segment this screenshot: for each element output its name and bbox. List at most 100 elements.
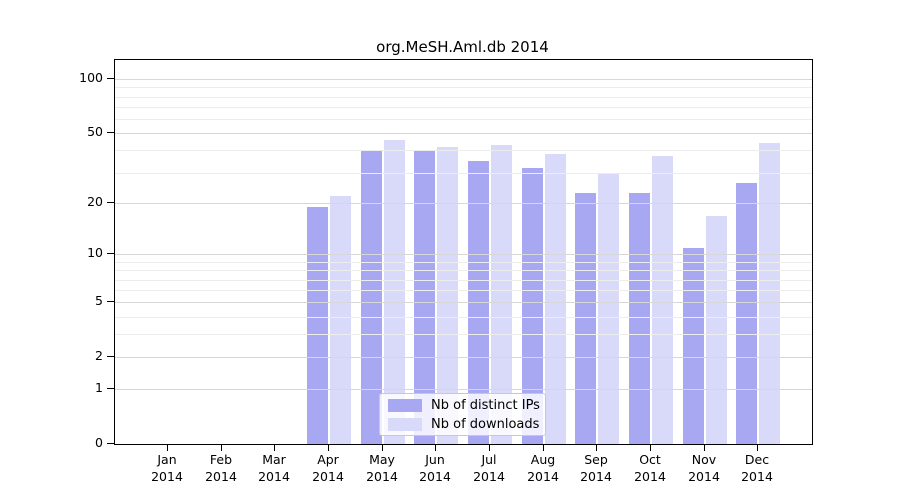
legend-swatch-distinct-ips bbox=[388, 398, 422, 412]
x-axis-label-year: 2014 bbox=[312, 469, 344, 484]
y-axis-label-0: 0 bbox=[95, 435, 103, 450]
x-axis-label-month: Jan bbox=[157, 452, 177, 467]
legend: Nb of distinct IPs Nb of downloads bbox=[379, 393, 546, 436]
x-axis-label-jun: Jun 2014 bbox=[407, 451, 463, 485]
bar-ips-may bbox=[360, 150, 382, 444]
x-axis-tick-nov bbox=[704, 444, 705, 451]
x-axis-tick-sep bbox=[596, 444, 597, 451]
y-axis-tick-10 bbox=[107, 253, 114, 254]
x-axis-label-feb: Feb 2014 bbox=[193, 451, 249, 485]
x-axis-tick-dec bbox=[757, 444, 758, 451]
y-axis-label-50: 50 bbox=[87, 124, 103, 139]
y-axis-tick-50 bbox=[107, 132, 114, 133]
bar-ips-sep bbox=[575, 192, 597, 444]
gridline-minor-7 bbox=[115, 280, 812, 281]
x-axis-label-year: 2014 bbox=[419, 469, 451, 484]
x-axis-tick-feb bbox=[221, 444, 222, 451]
x-axis-label-month: Sep bbox=[584, 452, 608, 467]
x-axis-tick-jun bbox=[435, 444, 436, 451]
x-axis-label-aug: Aug 2014 bbox=[515, 451, 571, 485]
gridline-minor-40 bbox=[115, 150, 812, 151]
gridline-major-1 bbox=[115, 389, 812, 390]
bar-downloads-aug bbox=[544, 154, 566, 444]
x-axis-label-sep: Sep 2014 bbox=[568, 451, 624, 485]
x-axis-label-year: 2014 bbox=[258, 469, 290, 484]
bar-downloads-oct bbox=[651, 156, 673, 444]
bar-downloads-nov bbox=[705, 215, 727, 444]
gridline-minor-6 bbox=[115, 290, 812, 291]
x-axis-label-year: 2014 bbox=[580, 469, 612, 484]
x-axis-label-mar: Mar 2014 bbox=[246, 451, 302, 485]
legend-swatch-downloads bbox=[388, 417, 422, 431]
x-axis-tick-aug bbox=[543, 444, 544, 451]
bar-ips-aug bbox=[521, 167, 543, 444]
x-axis-label-may: May 2014 bbox=[354, 451, 410, 485]
x-axis-label-month: Feb bbox=[209, 452, 233, 467]
gridline-major-100 bbox=[115, 79, 812, 80]
x-axis-label-month: May bbox=[369, 452, 395, 467]
y-axis-label-2: 2 bbox=[95, 348, 103, 363]
x-axis-label-month: Apr bbox=[317, 452, 339, 467]
y-axis-tick-2 bbox=[107, 356, 114, 357]
x-axis-label-month: Dec bbox=[744, 452, 770, 467]
x-axis-label-dec: Dec 2014 bbox=[729, 451, 785, 485]
x-axis-label-nov: Nov 2014 bbox=[676, 451, 732, 485]
y-axis-tick-100 bbox=[107, 78, 114, 79]
bar-downloads-dec bbox=[759, 143, 781, 444]
legend-item-downloads: Nb of downloads bbox=[388, 416, 540, 432]
gridline-minor-60 bbox=[115, 119, 812, 120]
gridline-minor-70 bbox=[115, 107, 812, 108]
x-axis-tick-mar bbox=[274, 444, 275, 451]
gridline-major-20 bbox=[115, 203, 812, 204]
y-axis-tick-5 bbox=[107, 301, 114, 302]
y-axis-tick-20 bbox=[107, 202, 114, 203]
gridline-minor-90 bbox=[115, 87, 812, 88]
x-axis-label-jul: Jul 2014 bbox=[461, 451, 517, 485]
x-axis-label-month: Aug bbox=[530, 452, 556, 467]
x-axis-label-year: 2014 bbox=[205, 469, 237, 484]
x-axis-label-month: Jul bbox=[481, 452, 497, 467]
x-axis-label-year: 2014 bbox=[527, 469, 559, 484]
x-axis-label-month: Oct bbox=[639, 452, 661, 467]
gridline-major-10 bbox=[115, 254, 812, 255]
x-axis-label-month: Jun bbox=[425, 452, 445, 467]
chart-title: org.MeSH.Aml.db 2014 bbox=[376, 38, 549, 56]
x-axis-tick-jul bbox=[489, 444, 490, 451]
gridline-major-2 bbox=[115, 357, 812, 358]
bar-ips-apr bbox=[306, 207, 328, 444]
x-axis-tick-apr bbox=[328, 444, 329, 451]
bar-ips-nov bbox=[682, 247, 704, 444]
gridline-minor-8 bbox=[115, 270, 812, 271]
legend-label-downloads: Nb of downloads bbox=[431, 416, 540, 432]
y-axis-tick-0 bbox=[107, 443, 114, 444]
bar-downloads-may bbox=[383, 139, 405, 444]
y-axis-label-10: 10 bbox=[87, 245, 103, 260]
x-axis-tick-oct bbox=[650, 444, 651, 451]
legend-item-distinct-ips: Nb of distinct IPs bbox=[388, 397, 540, 413]
y-axis-label-1: 1 bbox=[95, 380, 103, 395]
x-axis-tick-may bbox=[382, 444, 383, 451]
bar-ips-jun bbox=[414, 150, 436, 444]
gridline-minor-9 bbox=[115, 262, 812, 263]
x-axis-label-year: 2014 bbox=[366, 469, 398, 484]
x-axis-label-apr: Apr 2014 bbox=[300, 451, 356, 485]
gridline-major-5 bbox=[115, 302, 812, 303]
y-axis-label-20: 20 bbox=[87, 194, 103, 209]
x-axis-label-year: 2014 bbox=[634, 469, 666, 484]
y-axis-label-100: 100 bbox=[79, 70, 103, 85]
x-axis-label-year: 2014 bbox=[473, 469, 505, 484]
x-axis-label-month: Mar bbox=[262, 452, 286, 467]
legend-label-distinct-ips: Nb of distinct IPs bbox=[431, 397, 540, 413]
gridline-minor-80 bbox=[115, 97, 812, 98]
x-axis-label-jan: Jan 2014 bbox=[139, 451, 195, 485]
gridline-minor-30 bbox=[115, 173, 812, 174]
x-axis-label-year: 2014 bbox=[741, 469, 773, 484]
gridline-minor-3 bbox=[115, 334, 812, 335]
plot-area: Nb of distinct IPs Nb of downloads bbox=[114, 59, 813, 445]
x-axis-label-year: 2014 bbox=[151, 469, 183, 484]
x-axis-label-month: Nov bbox=[691, 452, 717, 467]
y-axis-tick-1 bbox=[107, 388, 114, 389]
gridline-major-50 bbox=[115, 133, 812, 134]
bar-downloads-jul bbox=[490, 144, 512, 444]
